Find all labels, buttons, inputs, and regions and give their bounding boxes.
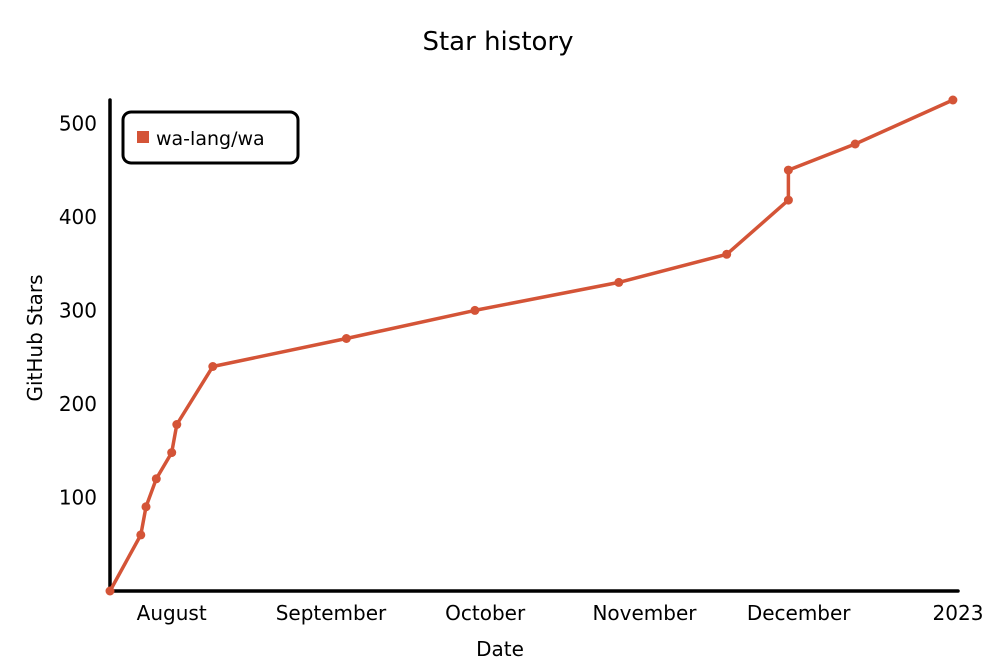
x-tick-label: September [276, 601, 387, 625]
legend-label: wa-lang/wa [156, 128, 265, 150]
data-point [141, 502, 151, 512]
data-point [341, 334, 351, 343]
x-tick-label: October [445, 601, 526, 625]
data-point [136, 530, 146, 540]
data-point [105, 586, 115, 596]
legend: wa-lang/wa [121, 110, 300, 165]
series-line [108, 98, 955, 593]
data-point [948, 95, 958, 105]
data-point [614, 277, 624, 287]
y-axis-label: GitHub Stars [23, 274, 47, 401]
x-axis-label: Date [476, 637, 524, 661]
x-tick-label: August [137, 601, 207, 625]
y-tick-label: 400 [59, 205, 97, 229]
y-ticks: 100 200 300 400 500 [59, 111, 97, 509]
data-point [850, 139, 860, 149]
y-tick-label: 500 [59, 111, 97, 135]
x-tick-label: November [592, 601, 697, 625]
x-tick-label: December [747, 601, 851, 625]
chart-title: Star history [422, 27, 573, 57]
legend-box [121, 110, 300, 165]
y-tick-label: 100 [59, 485, 97, 509]
x-ticks: August September October November December 20… [137, 601, 984, 625]
data-point [172, 420, 182, 429]
axes [108, 98, 960, 593]
series-layer [105, 95, 958, 596]
legend-swatch [137, 131, 149, 143]
data-point [783, 195, 793, 205]
y-tick-label: 300 [59, 298, 97, 322]
y-tick-label: 200 [59, 392, 97, 416]
x-tick-label: 2023 [933, 601, 984, 625]
data-point [151, 474, 161, 484]
data-point [208, 362, 218, 371]
data-point [167, 448, 177, 458]
data-point [722, 249, 732, 259]
data-point [783, 165, 793, 175]
data-point [470, 305, 480, 315]
